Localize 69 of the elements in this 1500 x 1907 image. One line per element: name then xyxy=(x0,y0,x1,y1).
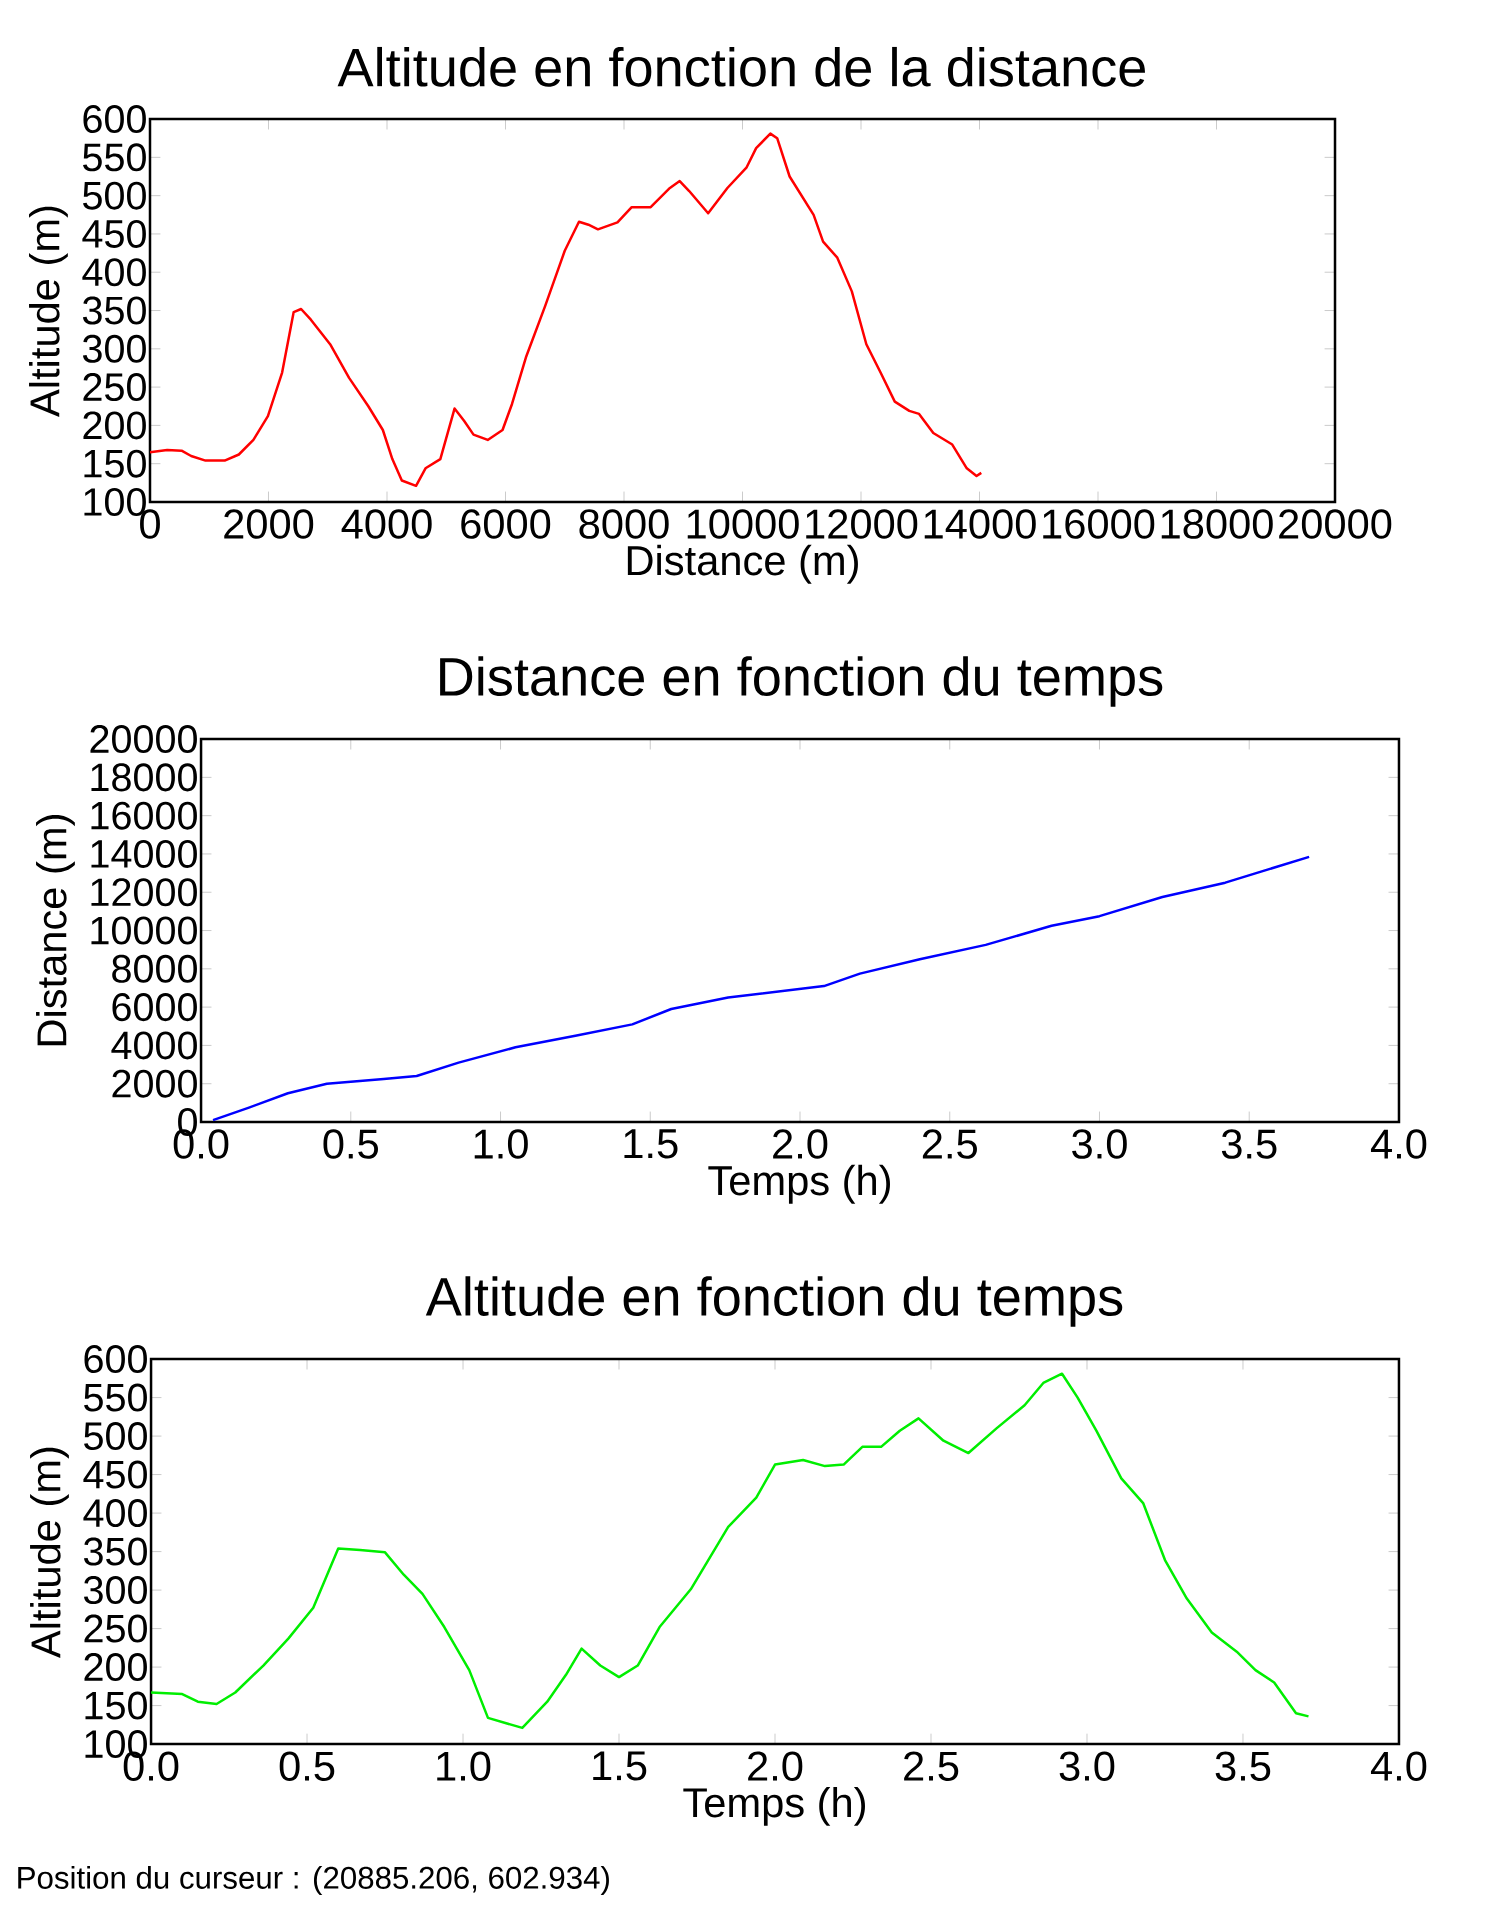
line-series xyxy=(211,855,1311,1122)
x-tick-label: 14000 xyxy=(924,509,1036,539)
x-tick-label: 1.0 xyxy=(474,1129,528,1159)
y-tick-label: 18000 xyxy=(91,763,197,792)
chart-title: Distance en fonction du temps xyxy=(440,656,1163,707)
y-tick-label: 300 xyxy=(82,334,146,363)
y-tick-label: 20000 xyxy=(90,725,197,754)
y-axis-title: Distance (m) xyxy=(36,815,75,1046)
y-tick-label: 16000 xyxy=(91,801,197,830)
x-tick-label: 4000 xyxy=(341,509,432,539)
x-tick-label: 1.0 xyxy=(437,1751,491,1781)
x-tick-label: 0.5 xyxy=(323,1129,379,1159)
y-tick-label: 8000 xyxy=(112,954,197,983)
y-tick-label: 250 xyxy=(84,1614,147,1643)
y-tick-label: 550 xyxy=(84,1383,147,1412)
y-axis-title: Altitude (m) xyxy=(29,206,68,417)
y-tick-label: 350 xyxy=(84,1537,147,1566)
y-tick-label: 550 xyxy=(83,143,146,172)
chart-title: Altitude en fonction du temps xyxy=(425,1276,1123,1327)
text: Position du curseur : (20885.206, 602.934) xyxy=(18,1865,609,1896)
y-tick-label: 300 xyxy=(84,1576,147,1605)
y-tick-label: 350 xyxy=(82,296,146,325)
x-tick-label: 4.0 xyxy=(1370,1129,1427,1159)
y-axis-title: Altitude (m) xyxy=(30,1447,69,1659)
y-tick-label: 10000 xyxy=(91,916,197,945)
y-tick-label: 14000 xyxy=(91,839,197,868)
x-tick-label: 18000 xyxy=(1161,509,1273,539)
y-tick-label: 600 xyxy=(83,105,146,134)
x-tick-label: 2.0 xyxy=(773,1129,828,1159)
x-axis-title: Distance (m) xyxy=(627,544,858,584)
x-axis-title: Temps (h) xyxy=(683,1786,865,1826)
x-tick-label: 4.0 xyxy=(1370,1751,1427,1781)
x-tick-label: 2.5 xyxy=(922,1129,977,1159)
y-tick-label: 6000 xyxy=(112,993,197,1022)
x-tick-label: 3.5 xyxy=(1221,1129,1277,1159)
line-series xyxy=(150,132,983,488)
x-tick-label: 2.5 xyxy=(904,1751,959,1781)
y-tick-label: 500 xyxy=(83,181,146,210)
y-tick-label: 200 xyxy=(83,411,146,440)
chart-title: Altitude en fonction de la distance xyxy=(337,46,1145,87)
y-tick-label: 400 xyxy=(82,258,146,287)
x-axis-title: Temps (h) xyxy=(708,1164,890,1204)
y-tick-label: 450 xyxy=(82,219,146,248)
y-tick-label: 150 xyxy=(85,1691,147,1720)
x-tick-label: 1.5 xyxy=(624,1129,678,1159)
y-tick-label: 600 xyxy=(84,1345,147,1374)
x-tick-label: 8000 xyxy=(579,509,669,539)
y-tick-label: 250 xyxy=(83,373,146,402)
x-tick-label: 2000 xyxy=(224,509,314,539)
x-tick-label: 3.0 xyxy=(1072,1129,1127,1159)
x-tick-label: 12000 xyxy=(806,509,918,539)
x-tick-label: 10000 xyxy=(687,509,799,539)
x-tick-label: 20000 xyxy=(1279,509,1392,539)
x-tick-label: 0.5 xyxy=(279,1751,335,1781)
y-tick-label: 150 xyxy=(84,449,146,478)
y-tick-label: 2000 xyxy=(112,1069,197,1098)
line-series xyxy=(151,1372,1310,1730)
x-tick-label: 2.0 xyxy=(748,1751,803,1781)
y-tick-label: 12000 xyxy=(91,878,197,907)
y-tick-label: 400 xyxy=(83,1499,147,1528)
x-tick-label: 6000 xyxy=(461,509,551,539)
x-tick-label: 3.0 xyxy=(1059,1751,1115,1781)
y-tick-label: 4000 xyxy=(111,1031,197,1060)
x-tick-label: 1.5 xyxy=(593,1751,647,1781)
y-tick-label: 500 xyxy=(84,1422,147,1451)
y-tick-label: 200 xyxy=(84,1653,147,1682)
y-tick-label: 450 xyxy=(83,1460,147,1489)
x-tick-label: 16000 xyxy=(1043,509,1155,539)
x-tick-label: 3.5 xyxy=(1215,1751,1271,1781)
